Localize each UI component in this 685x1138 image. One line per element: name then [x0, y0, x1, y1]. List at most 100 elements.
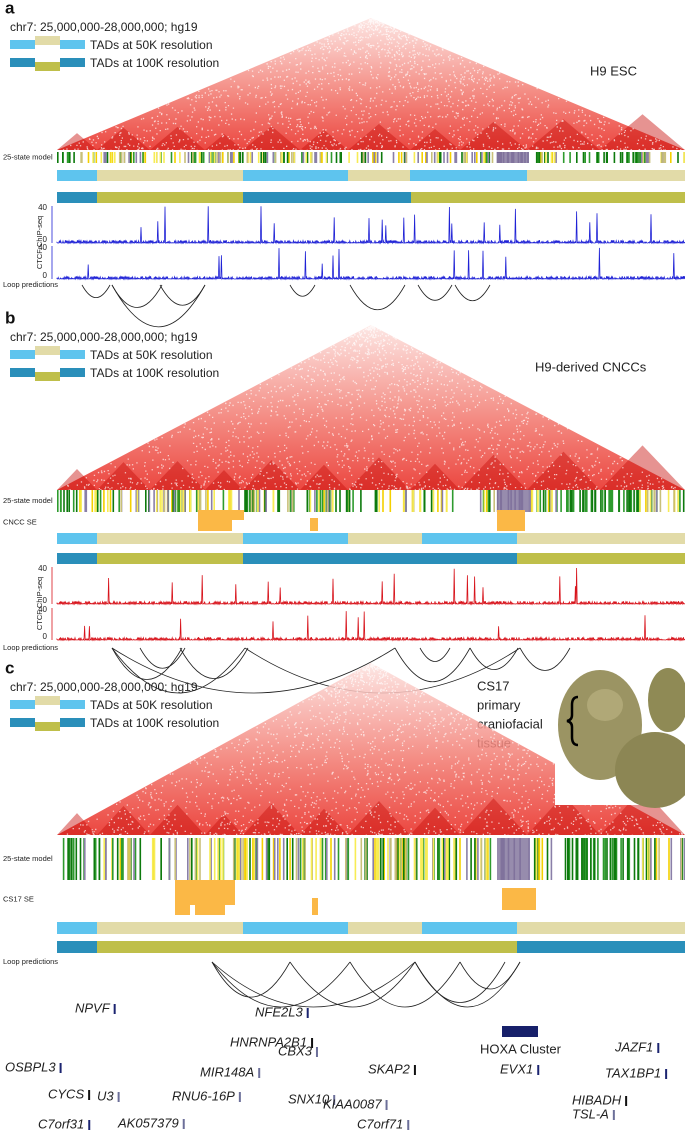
axis-tick-label: 40	[38, 564, 47, 573]
hic-dots	[59, 18, 682, 152]
loop-arc	[289, 284, 316, 297]
region: chr7: 25,000,000-28,000,000; hg19	[10, 330, 198, 344]
track-label: CS17 SE	[3, 894, 34, 903]
chip-signal	[56, 206, 685, 245]
loop-arc	[111, 284, 163, 308]
legend-swatch	[10, 350, 35, 359]
axis-tick-label: 40	[38, 243, 47, 252]
axis-tick-label: 40	[38, 203, 47, 212]
gene-glyph	[333, 1095, 336, 1105]
legend-swatch	[35, 346, 60, 355]
gene-label: MIR148A	[200, 1064, 254, 1079]
tad-bar	[57, 170, 97, 181]
loop-arc	[469, 647, 519, 670]
tad-bar	[422, 533, 517, 544]
axis-tick-label: 0	[43, 271, 48, 280]
gene-label: C7orf31	[38, 1116, 84, 1131]
loop-arc	[349, 284, 406, 311]
gene-label: NPVF	[75, 1000, 111, 1015]
track-label: 25-state model	[3, 152, 53, 161]
gene-glyph	[311, 1038, 314, 1048]
track-label: Loop predictions	[3, 643, 58, 652]
gene-label: TAX1BP1	[605, 1065, 661, 1080]
legend-swatch	[60, 350, 85, 359]
legend-swatch	[35, 36, 60, 45]
chromatin-state	[67, 838, 684, 880]
sample-name: craniofacial	[477, 716, 543, 731]
axis-tick-label: 0	[43, 632, 48, 641]
loop-arc	[111, 284, 206, 328]
gene-glyph	[407, 1120, 410, 1130]
gene-glyph	[413, 1065, 416, 1075]
loop-arc	[211, 961, 351, 1008]
chip-signal	[56, 567, 685, 606]
gene-label: C7orf71	[357, 1116, 403, 1131]
gene-glyph	[657, 1043, 660, 1053]
tad-bar	[348, 533, 422, 544]
chromatin-state	[103, 838, 649, 880]
chromatin-state	[127, 838, 683, 880]
tad-domains	[57, 114, 685, 150]
legend-swatch	[60, 718, 85, 727]
loop-arc	[459, 961, 521, 990]
legend-label: TADs at 50K resolution	[90, 38, 213, 52]
gene-label: SNX10	[288, 1091, 330, 1106]
tad-bar	[243, 533, 348, 544]
loop-arc	[111, 647, 183, 680]
gene-glyph	[88, 1120, 91, 1130]
loop-arc	[289, 961, 416, 1008]
tad-bar	[57, 941, 97, 953]
brace	[566, 695, 579, 747]
chromatin-state	[497, 152, 529, 163]
track-label: 25-state model	[3, 854, 53, 863]
super-enhancer	[190, 880, 235, 905]
tad-bar	[422, 922, 517, 934]
tad-bar	[517, 533, 685, 544]
gene-glyph	[537, 1065, 540, 1075]
gene-glyph	[315, 1047, 318, 1057]
loop-arc	[81, 284, 111, 298]
loop-arc	[394, 647, 471, 683]
gene-glyph	[665, 1069, 668, 1079]
tad-bar	[97, 192, 243, 203]
super-enhancer	[502, 888, 536, 910]
gene-block	[502, 1026, 538, 1037]
legend-swatch	[60, 368, 85, 377]
gene-label: CBX3	[278, 1043, 313, 1058]
axis-tick-label: 0	[43, 596, 48, 605]
gene-glyph	[117, 1092, 120, 1102]
region: chr7: 25,000,000-28,000,000; hg19	[10, 680, 198, 694]
tad-bar	[243, 553, 517, 564]
loop-arc	[519, 647, 571, 671]
legend-label: TADs at 50K resolution	[90, 698, 213, 712]
legend-swatch	[35, 696, 60, 705]
legend-swatch	[10, 718, 35, 727]
axis-tick-label: 40	[38, 605, 47, 614]
loop-arc	[211, 961, 416, 1008]
tad-bar	[243, 192, 411, 203]
sample-name: CS17	[477, 678, 510, 693]
tad-bar	[517, 922, 685, 934]
tad-bar	[527, 170, 685, 181]
super-enhancer	[232, 510, 244, 520]
loop-arc	[211, 961, 291, 998]
tad-bar	[410, 170, 527, 181]
sample-name: H9 ESC	[590, 63, 637, 78]
legend-label: TADs at 100K resolution	[90, 366, 219, 380]
tad-bar	[97, 553, 243, 564]
panel-label: c	[5, 658, 14, 677]
legend-swatch	[35, 722, 60, 731]
legend-swatch	[60, 700, 85, 709]
track-label: 25-state model	[3, 496, 53, 505]
gene-glyph	[88, 1090, 91, 1100]
legend-swatch	[10, 58, 35, 67]
tad-bar	[243, 922, 348, 934]
tad-bar	[348, 922, 422, 934]
panel-label: b	[5, 308, 15, 327]
legend-swatch	[60, 58, 85, 67]
loop-arc	[349, 961, 461, 1008]
tad-bar	[97, 533, 243, 544]
hic-heatmap	[57, 325, 685, 490]
gene-label: JAZF1	[614, 1039, 653, 1054]
loop-arc	[417, 284, 453, 301]
